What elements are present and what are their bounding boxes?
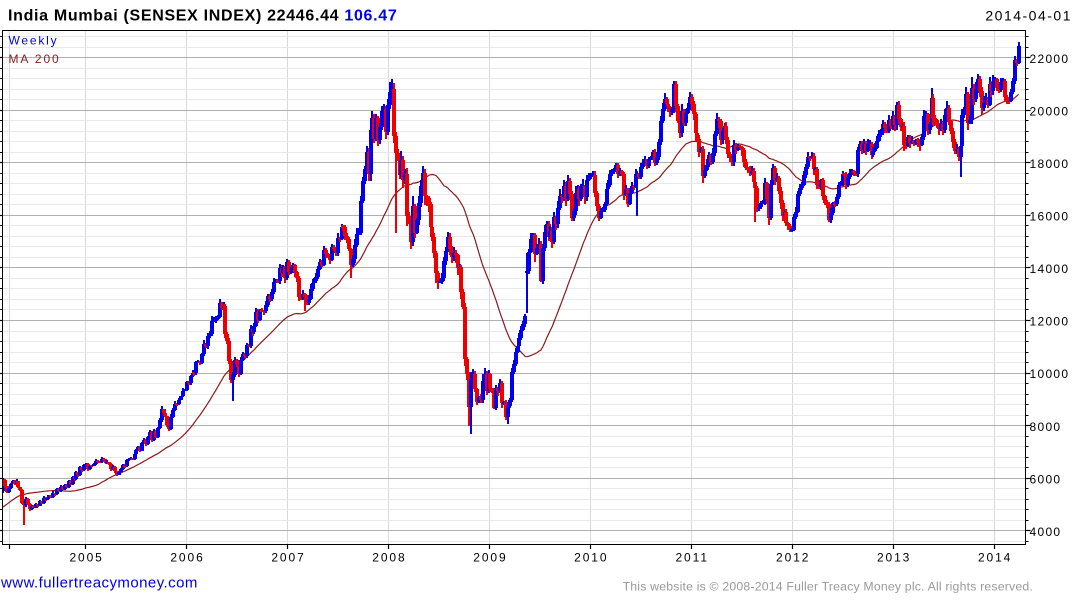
svg-text:8000: 8000 <box>1030 420 1062 434</box>
svg-text:2005: 2005 <box>69 551 103 565</box>
svg-text:6000: 6000 <box>1030 472 1062 486</box>
svg-text:2008: 2008 <box>372 551 406 565</box>
svg-text:MA 200: MA 200 <box>9 52 61 66</box>
svg-text:10000: 10000 <box>1030 367 1070 381</box>
svg-text:2006: 2006 <box>170 551 204 565</box>
svg-text:2007: 2007 <box>271 551 305 565</box>
svg-text:2012: 2012 <box>776 551 810 565</box>
svg-text:4000: 4000 <box>1030 525 1062 539</box>
svg-text:Weekly: Weekly <box>9 34 59 48</box>
svg-text:20000: 20000 <box>1030 105 1070 119</box>
svg-text:14000: 14000 <box>1030 262 1070 276</box>
svg-text:2014: 2014 <box>978 551 1012 565</box>
svg-text:2014-04-01: 2014-04-01 <box>985 8 1072 24</box>
svg-text:2013: 2013 <box>877 551 911 565</box>
svg-text:22000: 22000 <box>1030 52 1070 66</box>
svg-text:India Mumbai (SENSEX INDEX) 22: India Mumbai (SENSEX INDEX) 22446.44 106… <box>8 8 397 25</box>
svg-text:2010: 2010 <box>574 551 608 565</box>
svg-text:www.fullertreacymoney.com: www.fullertreacymoney.com <box>0 575 198 592</box>
svg-text:2011: 2011 <box>675 551 708 565</box>
svg-text:2009: 2009 <box>473 551 507 565</box>
svg-text:12000: 12000 <box>1030 315 1070 329</box>
svg-text:This website is © 2008-2014 Fu: This website is © 2008-2014 Fuller Treac… <box>623 580 1033 594</box>
svg-text:16000: 16000 <box>1030 210 1070 224</box>
svg-text:18000: 18000 <box>1030 157 1070 171</box>
